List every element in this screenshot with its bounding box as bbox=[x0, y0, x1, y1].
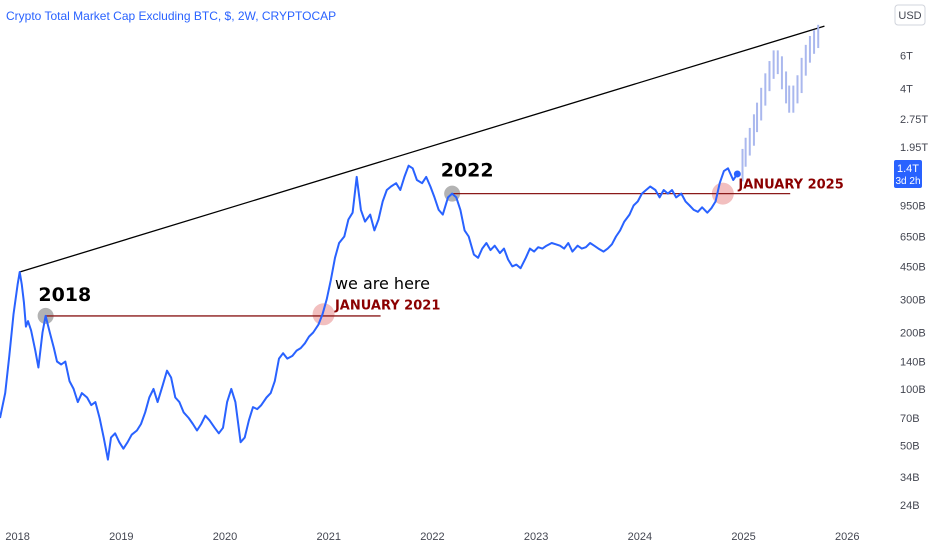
highlight-circle-1 bbox=[312, 303, 335, 326]
y-tick-label: 50B bbox=[900, 440, 920, 452]
time-axis: 2018 2019 2020 2021 2022 2023 2024 2025 2026 bbox=[5, 531, 859, 543]
price-tag-value: 1.4T bbox=[897, 163, 919, 175]
y-tick-label: 6T bbox=[900, 50, 913, 62]
y-tick-label: 200B bbox=[900, 327, 926, 339]
y-tick-label: 140B bbox=[900, 357, 926, 369]
series-line-0 bbox=[0, 164, 739, 461]
plot-area: 2018 we are here JANUARY 2021 2022 JANUARY 2… bbox=[0, 24, 844, 461]
y-tick-label: 100B bbox=[900, 384, 926, 396]
y-tick-label: 2.75T bbox=[900, 114, 928, 126]
x-tick-label: 2018 bbox=[5, 531, 29, 543]
chart-title: Crypto Total Market Cap Excluding BTC, $… bbox=[6, 9, 336, 23]
last-price-dot bbox=[733, 170, 741, 178]
x-tick-label: 2019 bbox=[109, 531, 133, 543]
y-tick-label: 300B bbox=[900, 294, 926, 306]
annotation-3: 2022 bbox=[441, 159, 494, 181]
y-tick-label: 70B bbox=[900, 413, 920, 425]
x-tick-label: 2020 bbox=[213, 531, 237, 543]
y-tick-label: 650B bbox=[900, 231, 926, 243]
y-tick-label: 450B bbox=[900, 261, 926, 273]
x-tick-label: 2025 bbox=[731, 531, 755, 543]
resistance-trendline bbox=[19, 25, 825, 273]
price-tag-box bbox=[894, 160, 922, 188]
currency-label[interactable]: USD bbox=[898, 10, 921, 22]
annotation-0: 2018 bbox=[38, 284, 91, 306]
currency-box[interactable] bbox=[894, 4, 926, 26]
y-tick-label: 24B bbox=[900, 500, 920, 512]
x-tick-label: 2022 bbox=[420, 531, 444, 543]
y-tick-label: 1.95T bbox=[900, 142, 928, 154]
annotation-1: we are here bbox=[335, 274, 430, 293]
x-tick-label: 2024 bbox=[628, 531, 652, 543]
y-tick-label: 4T bbox=[900, 83, 913, 95]
x-tick-label: 2023 bbox=[524, 531, 548, 543]
annotation-4: JANUARY 2025 bbox=[737, 178, 843, 193]
x-tick-label: 2021 bbox=[316, 531, 340, 543]
annotation-2: JANUARY 2021 bbox=[334, 299, 440, 314]
y-tick-label: 950B bbox=[900, 201, 926, 213]
price-tag-countdown: 3d 2h bbox=[895, 176, 920, 187]
price-axis: USD 6T 4T 2.75T 1.95T 950B 650B 450B 300B 200B 14… bbox=[894, 4, 928, 512]
current-price-tag: 1.4T 3d 2h bbox=[894, 160, 922, 188]
y-tick-label: 34B bbox=[900, 472, 920, 484]
x-tick-label: 2026 bbox=[835, 531, 859, 543]
